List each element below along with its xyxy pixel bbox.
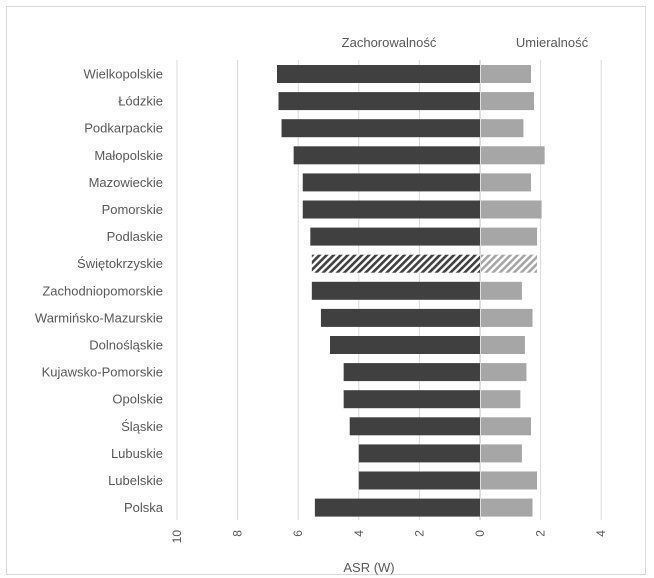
category-label: Małopolskie	[94, 148, 163, 163]
category-label: Podkarpackie	[84, 121, 163, 136]
tick-labels: 10 8 6 4 2 0 2 4	[170, 530, 608, 544]
bar-zachorowalnosc	[302, 200, 480, 219]
bar-umieralnosc	[481, 146, 545, 165]
bar-umieralnosc	[481, 471, 538, 490]
category-label: Opolskie	[112, 392, 163, 407]
bar-zachorowalnosc	[343, 363, 480, 382]
bar-zachorowalnosc	[330, 336, 480, 354]
bar-umieralnosc	[481, 92, 535, 111]
bar-zachorowalnosc	[320, 308, 480, 327]
category-label: Łódzkie	[118, 94, 163, 109]
bar-zachorowalnosc	[310, 227, 480, 246]
bar-umieralnosc	[481, 308, 533, 327]
bars	[276, 65, 545, 517]
category-label: Świętokrzyskie	[77, 256, 163, 271]
category-label: Podlaskie	[107, 229, 163, 244]
category-label: Mazowieckie	[89, 175, 163, 190]
x-tick-label: 4	[352, 530, 366, 537]
category-label: Polska	[124, 500, 164, 515]
series-header-umieralnosc: Umieralność	[516, 35, 589, 50]
bar-zachorowalnosc	[293, 146, 480, 165]
x-tick-label: 8	[231, 530, 245, 537]
bar-umieralnosc	[481, 254, 538, 273]
category-label: Lubelskie	[108, 473, 163, 488]
series-header-zachorowalnosc: Zachorowalność	[342, 35, 437, 50]
bar-umieralnosc	[481, 200, 542, 219]
category-label: Pomorskie	[102, 202, 163, 217]
category-labels: Wielkopolskie Łódzkie Podkarpackie Małopols…	[35, 67, 164, 516]
bar-umieralnosc	[481, 444, 522, 463]
bar-zachorowalnosc	[302, 173, 480, 192]
x-tick-label: 2	[412, 530, 426, 537]
category-label: Dolnośląskie	[89, 338, 163, 353]
bar-zachorowalnosc	[358, 444, 480, 463]
bar-zachorowalnosc	[281, 119, 480, 138]
bar-zachorowalnosc	[311, 254, 480, 273]
bar-zachorowalnosc	[278, 92, 480, 111]
x-tick-label: 4	[594, 530, 608, 537]
bar-umieralnosc	[481, 281, 522, 300]
category-label: Lubuskie	[111, 446, 163, 461]
category-label: Śląskie	[121, 419, 163, 434]
bar-umieralnosc	[481, 498, 533, 517]
bar-zachorowalnosc	[343, 390, 480, 409]
bar-umieralnosc	[481, 65, 531, 83]
category-label: Wielkopolskie	[84, 67, 163, 82]
x-tick-label: 10	[170, 530, 184, 544]
bar-umieralnosc	[481, 390, 521, 409]
bar-zachorowalnosc	[311, 281, 480, 300]
x-axis-title: ASR (W)	[343, 560, 394, 575]
bar-umieralnosc	[481, 119, 524, 138]
category-label: Kujawsko-Pomorskie	[42, 365, 163, 380]
bar-zachorowalnosc	[314, 498, 480, 517]
bar-zachorowalnosc	[358, 471, 480, 490]
category-label: Zachodniopomorskie	[42, 283, 163, 298]
bar-umieralnosc	[481, 336, 525, 354]
bar-umieralnosc	[481, 363, 527, 382]
category-label: Warmińsko-Mazurskie	[35, 310, 163, 325]
x-tick-label: 6	[291, 530, 305, 537]
bar-zachorowalnosc	[349, 417, 480, 436]
x-tick-label: 2	[534, 530, 548, 537]
bar-umieralnosc	[481, 417, 531, 436]
bar-umieralnosc	[481, 173, 531, 192]
bar-umieralnosc	[481, 227, 538, 246]
bar-zachorowalnosc	[276, 65, 480, 83]
x-tick-label: 0	[473, 530, 487, 537]
